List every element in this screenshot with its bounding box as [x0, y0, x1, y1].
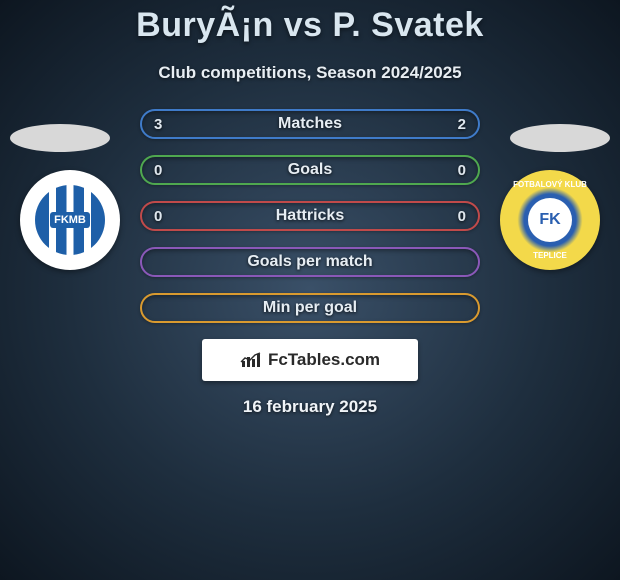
club-badge-right: FOTBALOVÝ KLUB FK TEPLICE [500, 170, 600, 270]
brand-box[interactable]: FcTables.com [202, 339, 418, 381]
stat-label: Min per goal [263, 299, 357, 317]
brand-text: FcTables.com [268, 350, 380, 370]
stat-row-matches: 3 Matches 2 [140, 109, 480, 139]
stat-label: Matches [278, 115, 342, 133]
stat-left-value: 0 [154, 208, 162, 225]
stat-row-min-per-goal: Min per goal [140, 293, 480, 323]
stat-left-value: 0 [154, 162, 162, 179]
player-left-ellipse [10, 124, 110, 152]
player-right-ellipse [510, 124, 610, 152]
page-title: BuryÃ¡n vs P. Svatek [0, 0, 620, 45]
stat-row-goals-per-match: Goals per match [140, 247, 480, 277]
stat-label: Goals [288, 161, 332, 179]
stat-right-value: 0 [458, 162, 466, 179]
club-badge-left-inner: FKMB [35, 185, 105, 255]
stat-left-value: 3 [154, 116, 162, 133]
club-badge-right-ring-top: FOTBALOVÝ KLUB [513, 180, 587, 189]
stats-container: 3 Matches 2 0 Goals 0 0 Hattricks 0 Goal… [140, 109, 480, 323]
club-badge-right-abbr: FK [539, 211, 560, 229]
date-label: 16 february 2025 [0, 397, 620, 417]
club-badge-left: FKMB [20, 170, 120, 270]
season-subtitle: Club competitions, Season 2024/2025 [0, 63, 620, 83]
stat-label: Hattricks [276, 207, 344, 225]
stat-row-hattricks: 0 Hattricks 0 [140, 201, 480, 231]
bar-chart-icon [240, 351, 262, 369]
stat-right-value: 0 [458, 208, 466, 225]
stat-row-goals: 0 Goals 0 [140, 155, 480, 185]
club-badge-right-inner: FK [528, 198, 572, 242]
club-badge-left-abbr: FKMB [50, 212, 90, 228]
stat-label: Goals per match [247, 253, 372, 271]
club-badge-right-ring-bottom: TEPLICE [533, 251, 567, 260]
stat-right-value: 2 [458, 116, 466, 133]
